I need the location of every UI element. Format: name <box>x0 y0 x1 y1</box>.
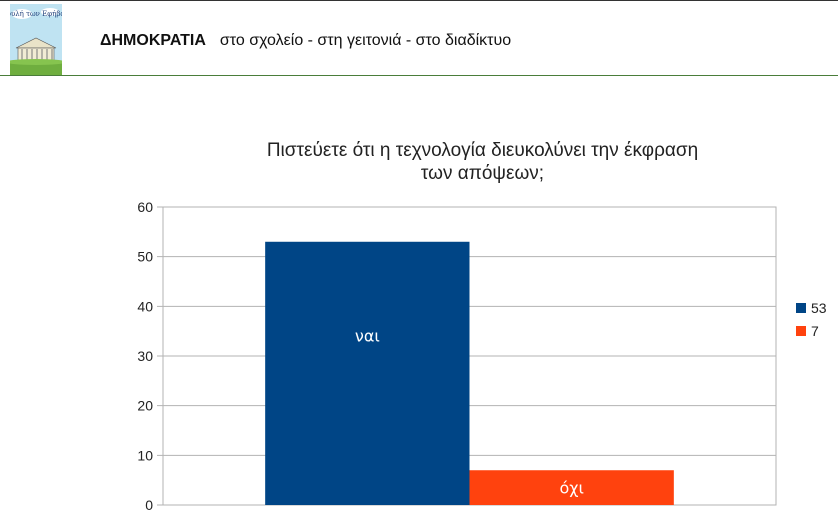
y-tick-label: 10 <box>137 447 153 463</box>
bar-όχι <box>469 470 674 505</box>
bar-label-όχι: όχι <box>559 479 583 498</box>
site-title-bold: ΔΗΜΟΚΡΑΤΙΑ <box>100 32 206 49</box>
y-tick-label: 20 <box>137 398 153 414</box>
logo-text: Βουλή των Εφήβων <box>10 10 62 18</box>
y-tick-label: 30 <box>137 348 153 364</box>
bar-label-ναι: ναι <box>355 326 380 345</box>
bar-ναι <box>265 241 470 505</box>
y-tick-label: 0 <box>145 497 153 513</box>
y-tick-label: 50 <box>137 249 153 265</box>
chart-title: Πιστεύετε ότι η τεχνολογία διευκολύνει τ… <box>200 139 765 185</box>
site-title: ΔΗΜΟΚΡΑΤΙΑ στο σχολείο - στη γειτονιά - σ… <box>100 32 511 50</box>
site-header: Βουλή των Εφήβων ΔΗΜΟΚΡΑΤΙΑ στο σχολείο -… <box>0 0 838 76</box>
legend-swatch-53 <box>796 303 806 313</box>
legend-label-7: 7 <box>811 323 819 339</box>
y-tick-label: 40 <box>137 298 153 314</box>
legend-label-53: 53 <box>811 300 827 316</box>
legend-swatch-7 <box>796 326 806 336</box>
site-logo[interactable]: Βουλή των Εφήβων <box>10 4 62 75</box>
site-title-rest: στο σχολείο - στη γειτονιά - στο διαδίκτ… <box>219 32 512 49</box>
y-tick-label: 60 <box>137 199 153 215</box>
chart-title-line-2: των απόψεων; <box>420 163 545 184</box>
chart-title-line-1: Πιστεύετε ότι η τεχνολογία διευκολύνει τ… <box>266 140 699 161</box>
